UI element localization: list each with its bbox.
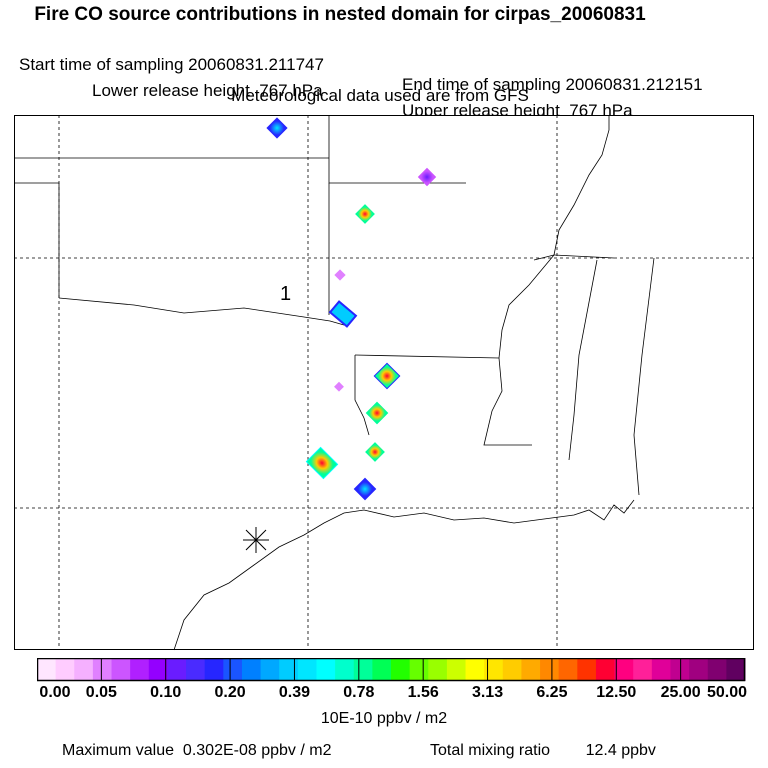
colorbar-cell (260, 658, 280, 681)
colorbar-cell (279, 658, 299, 681)
colorbar-cell (55, 658, 75, 681)
colorbar-cell (726, 658, 746, 681)
colorbar (37, 658, 746, 682)
source-marker (417, 167, 437, 187)
colorbar-cell (558, 658, 578, 681)
start-time: Start time of sampling 20060831.211747 (19, 55, 324, 74)
colorbar-cell (335, 658, 355, 681)
colorbar-cell (428, 658, 448, 681)
end-time: End time of sampling 20060831.212151 (402, 75, 703, 94)
colorbar-cell (391, 658, 411, 681)
map-panel: 1 (14, 115, 754, 651)
colorbar-cell (167, 658, 187, 681)
colorbar-tick-label: 0.39 (278, 684, 311, 701)
source-contributions (266, 117, 437, 501)
colorbar-tick-label: 0.00 (39, 684, 71, 701)
lower-release-height: Lower release height 767 hPa (92, 81, 323, 100)
colorbar-cell (670, 658, 690, 681)
coastline (173, 499, 635, 651)
colorbar-cell (577, 658, 597, 681)
colorbar-cell (707, 658, 727, 681)
source-marker (353, 477, 377, 501)
sampling-times: Start time of sampling 20060831.211747 E… (0, 35, 768, 95)
colorbar-cell (353, 658, 373, 681)
colorbar-cell (148, 658, 168, 681)
state-borders (14, 115, 655, 496)
source-marker (365, 401, 389, 425)
colorbar-tick-label: 6.25 (536, 684, 568, 701)
colorbar-tick-label: 0.10 (150, 684, 182, 701)
colorbar-cell (502, 658, 522, 681)
colorbar-cell (651, 658, 671, 681)
colorbar-tick-label: 0.20 (214, 684, 246, 701)
source-marker (334, 381, 344, 392)
total-mixing-ratio: Total mixing ratio 12.4 ppbv (430, 742, 656, 759)
colorbar-cell (186, 658, 206, 681)
source-marker (305, 446, 339, 480)
colorbar-cell (297, 658, 317, 681)
source-marker (373, 362, 401, 390)
colorbar-tick-label: 1.56 (407, 684, 439, 701)
colorbar-cell (540, 658, 560, 681)
colorbar-cell (37, 658, 57, 681)
source-marker (365, 442, 385, 462)
colorbar-cell (92, 658, 113, 681)
colorbar-cell (689, 658, 709, 681)
colorbar-cell (130, 658, 150, 681)
colorbar-tick-label: 0.05 (85, 684, 117, 701)
colorbar-cell (111, 658, 131, 681)
colorbar-units: 10E-10 ppbv / m2 (320, 710, 448, 727)
colorbar-cell (74, 658, 94, 681)
colorbar-cell (372, 658, 392, 681)
receptor-star-icon (243, 527, 269, 553)
colorbar-cell (521, 658, 541, 681)
colorbar-tick-label: 3.13 (471, 684, 504, 701)
colorbar-cell (484, 658, 504, 681)
colorbar-tick-label: 12.50 (596, 684, 637, 701)
colorbar-cell (241, 658, 262, 681)
colorbar-cell (316, 658, 336, 681)
source-marker (355, 204, 375, 224)
source-marker (334, 269, 346, 281)
colorbar-tick-label: 0.78 (343, 684, 375, 701)
plot-title: Fire CO source contributions in nested d… (34, 4, 646, 25)
lat-lon-grid (14, 115, 754, 650)
colorbar-cell (465, 658, 485, 681)
colorbar-tick-label: 50.00 (706, 684, 748, 701)
colorbar-cell (614, 658, 634, 681)
source-marker (328, 300, 358, 328)
met-data-source: Meteorological data used are from GFS (231, 86, 529, 105)
colorbar-cell (595, 658, 616, 681)
colorbar-cell (633, 658, 653, 681)
maximum-value: Maximum value 0.302E-08 ppbv / m2 (62, 742, 332, 759)
colorbar-cell (446, 658, 467, 681)
source-marker (266, 117, 288, 139)
colorbar-cell (223, 658, 243, 681)
trajectory-label: 1 (280, 283, 291, 305)
colorbar-tick-label: 25.00 (660, 684, 701, 701)
colorbar-cell (409, 658, 429, 681)
colorbar-cell (204, 658, 224, 681)
